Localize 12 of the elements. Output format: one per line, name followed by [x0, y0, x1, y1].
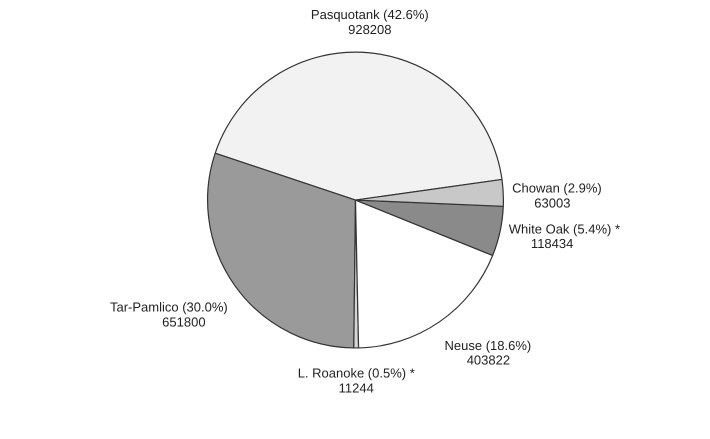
data-label: 403822	[466, 352, 510, 368]
slice-label: Neuse (18.6%)	[444, 338, 532, 353]
slice-label: White Oak (5.4%) *	[508, 221, 620, 236]
data-label: 63003	[534, 195, 570, 210]
slice-label: Pasquotank (42.6%)	[310, 7, 429, 22]
slice-label: Tar-Pamlico (30.0%)	[110, 300, 228, 315]
data-label: 651800	[162, 314, 206, 330]
data-label: 118434	[530, 236, 574, 252]
slice-label: Chowan (2.9%)	[512, 180, 602, 196]
data-label: 11244	[338, 380, 374, 396]
slice-label: L. Roanoke (0.5%) *	[298, 366, 415, 381]
data-label: 928208	[348, 22, 392, 37]
